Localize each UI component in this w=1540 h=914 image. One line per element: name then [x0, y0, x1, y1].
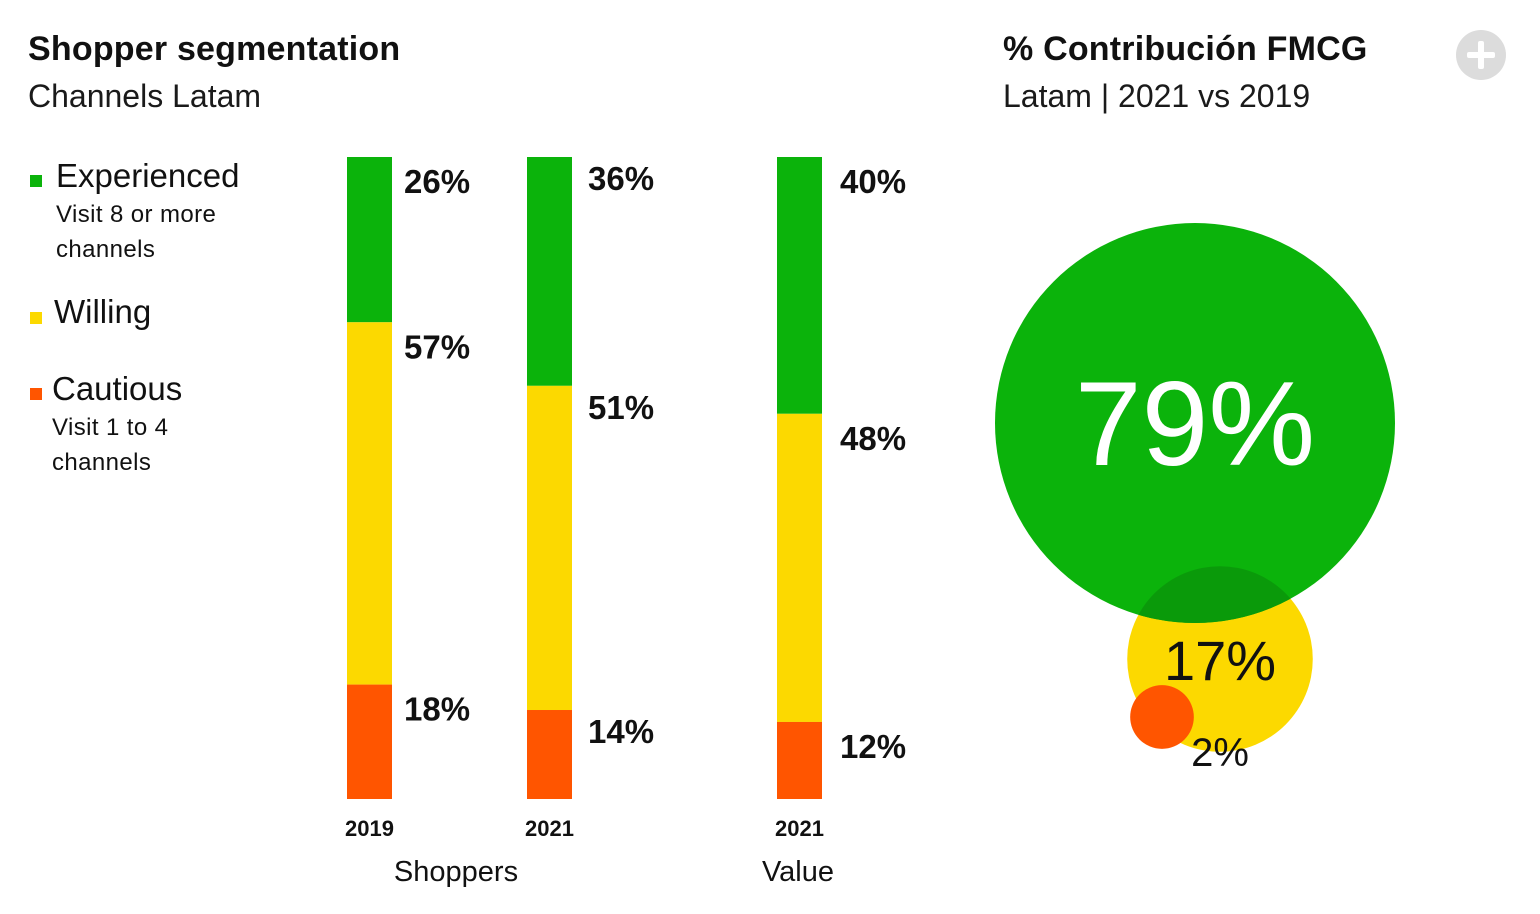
bar-segment-experienced-0	[347, 157, 392, 323]
legend-desc-experienced: Visit 8 or more channels	[56, 201, 217, 263]
data-label-cautious-2: 12%	[840, 728, 906, 765]
bubble-experienced	[995, 223, 1395, 623]
x-tick-label-0: 2019	[345, 816, 394, 841]
bar-segment-cautious-1	[527, 710, 572, 799]
bubble-label-willing: 17%	[1164, 629, 1276, 692]
legend-desc-cautious: Visit 1 to 4 channels	[52, 414, 169, 476]
data-label-experienced-2: 40%	[840, 163, 906, 200]
bubble-chart: 79% 17% 2%	[995, 223, 1395, 775]
bubble-cautious	[1130, 685, 1194, 749]
bubble-label-cautious: 2%	[1191, 731, 1249, 775]
legend-swatch-willing	[30, 312, 42, 324]
legend-label-experienced: Experienced	[56, 157, 240, 194]
bar-segment-willing-2	[777, 413, 822, 722]
contribution-title: % Contribución FMCG	[1003, 30, 1368, 68]
bubble-label-experienced: 79%	[1075, 357, 1315, 491]
bar-segment-cautious-2	[777, 721, 822, 799]
x-tick-label-1: 2021	[525, 816, 574, 841]
chart-subtitle: Channels Latam	[28, 78, 262, 114]
data-label-cautious-0: 18%	[404, 691, 470, 728]
data-label-willing-0: 57%	[404, 328, 470, 365]
bar-segment-experienced-2	[777, 157, 822, 414]
bar-segment-willing-1	[527, 385, 572, 711]
bar-segment-willing-0	[347, 322, 392, 685]
data-label-experienced-0: 26%	[404, 163, 470, 200]
chart-title: Shopper segmentation	[28, 30, 401, 68]
contribution-subtitle: Latam | 2021 vs 2019	[1003, 78, 1311, 114]
bar-segment-experienced-1	[527, 157, 572, 386]
data-label-willing-2: 48%	[840, 420, 906, 457]
legend-label-cautious: Cautious	[52, 370, 183, 407]
legend-swatch-cautious	[30, 388, 42, 400]
data-label-experienced-1: 36%	[588, 160, 654, 197]
stacked-bar-chart: 26% 57% 18% 2019 36% 51% 14% 2021 40% 48% 12% 2021	[345, 157, 906, 841]
group-label-shoppers: Shoppers	[393, 856, 519, 888]
bar-segment-cautious-0	[347, 684, 392, 799]
data-label-willing-1: 51%	[588, 389, 654, 426]
data-label-cautious-1: 14%	[588, 713, 654, 750]
legend-swatch-experienced	[30, 175, 42, 187]
x-tick-label-2: 2021	[775, 816, 824, 841]
plus-circle-icon[interactable]	[1456, 30, 1506, 80]
group-label-value: Value	[761, 856, 835, 888]
legend-label-willing: Willing	[54, 293, 152, 330]
